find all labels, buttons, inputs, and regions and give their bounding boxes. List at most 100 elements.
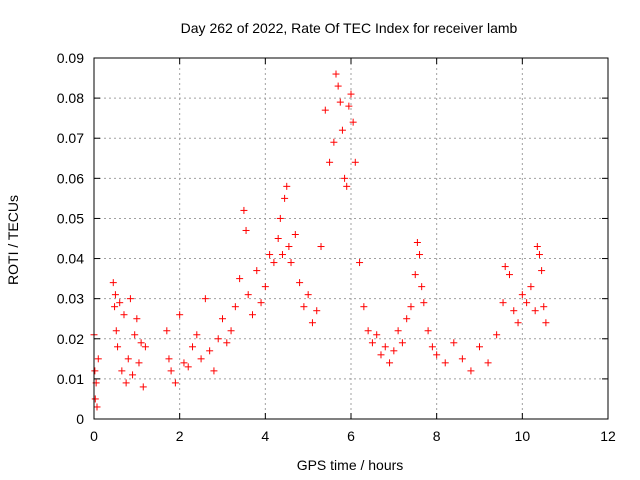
data-point <box>240 206 248 214</box>
data-point <box>377 351 385 359</box>
data-point <box>345 102 353 110</box>
data-point <box>274 235 282 242</box>
data-point <box>476 343 483 351</box>
x-tick-label: 2 <box>176 428 184 444</box>
data-point <box>242 226 250 234</box>
data-point <box>542 319 550 327</box>
data-point <box>501 263 509 271</box>
data-point <box>116 299 124 307</box>
data-point <box>326 158 334 166</box>
y-tick-label: 0.07 <box>57 130 84 146</box>
data-point <box>321 106 329 114</box>
data-point <box>223 339 231 347</box>
data-point <box>266 251 274 259</box>
data-point <box>343 182 351 190</box>
data-point <box>411 271 419 279</box>
data-point <box>118 367 126 375</box>
data-point <box>227 327 235 335</box>
data-point <box>538 267 546 275</box>
data-point <box>407 303 415 311</box>
data-points <box>90 70 550 411</box>
data-point <box>394 327 402 335</box>
data-point <box>527 283 535 291</box>
data-point <box>193 331 201 339</box>
y-tick-label: 0.08 <box>57 90 84 106</box>
data-point <box>386 359 394 367</box>
data-point <box>126 295 134 303</box>
data-point <box>364 327 372 335</box>
data-point <box>137 339 145 347</box>
data-point <box>368 339 376 347</box>
data-point <box>214 335 222 343</box>
data-point <box>428 343 436 351</box>
data-point <box>484 359 492 367</box>
data-point <box>120 311 128 319</box>
data-point <box>287 259 295 267</box>
data-point <box>533 243 541 251</box>
y-tick-label: 0.06 <box>57 170 84 186</box>
data-point <box>304 291 312 299</box>
data-point <box>300 303 308 311</box>
data-point <box>467 367 475 375</box>
data-point <box>420 299 428 307</box>
data-point <box>184 363 192 371</box>
data-point <box>450 339 458 347</box>
axis-ticks: 0 2 4 6 8 10 12 0 0.01 0.02 0.03 0.04 0.05 0.06 0.07 0.… <box>57 50 616 444</box>
data-point <box>347 90 355 98</box>
data-point <box>276 214 284 222</box>
data-point <box>283 182 291 190</box>
data-point <box>91 367 99 375</box>
data-point <box>285 243 293 251</box>
y-tick-label: 0.09 <box>57 50 84 66</box>
data-point <box>424 327 432 335</box>
data-point <box>540 303 548 311</box>
data-point <box>356 259 364 267</box>
data-point <box>381 343 389 351</box>
data-point <box>360 303 368 311</box>
data-point <box>114 343 122 351</box>
data-point <box>313 307 321 315</box>
data-point <box>433 351 441 359</box>
data-point <box>167 367 175 375</box>
data-point <box>111 291 119 299</box>
data-point <box>163 327 171 335</box>
data-point <box>165 355 173 363</box>
data-point <box>210 367 218 375</box>
data-point <box>493 331 501 339</box>
x-tick-label: 10 <box>515 428 531 444</box>
data-point <box>206 347 214 355</box>
x-tick-label: 4 <box>261 428 269 444</box>
data-point <box>122 379 130 387</box>
data-point <box>418 283 426 291</box>
data-point <box>535 251 543 259</box>
data-point <box>231 303 239 311</box>
chart-title: Day 262 of 2022, Rate Of TEC Index for r… <box>181 20 518 36</box>
data-point <box>505 271 513 279</box>
data-point <box>244 291 252 299</box>
data-point <box>189 343 197 351</box>
data-point <box>135 359 143 367</box>
data-point <box>278 251 286 259</box>
data-point <box>373 331 381 339</box>
y-tick-label: 0.05 <box>57 210 84 226</box>
y-tick-label: 0 <box>76 411 84 427</box>
data-point <box>336 98 344 106</box>
y-tick-label: 0.01 <box>57 371 84 387</box>
data-point <box>338 126 346 134</box>
data-point <box>403 315 411 323</box>
data-point <box>416 251 424 259</box>
data-point <box>131 331 139 339</box>
data-point <box>124 355 132 363</box>
data-point <box>253 267 261 275</box>
x-tick-label: 6 <box>347 428 355 444</box>
data-point <box>129 371 137 379</box>
data-point <box>523 299 531 307</box>
data-point <box>257 299 265 307</box>
data-point <box>351 158 359 166</box>
data-point <box>398 339 406 347</box>
x-tick-label: 8 <box>433 428 441 444</box>
data-point <box>109 279 117 287</box>
data-point <box>236 275 244 283</box>
data-point <box>330 138 338 146</box>
